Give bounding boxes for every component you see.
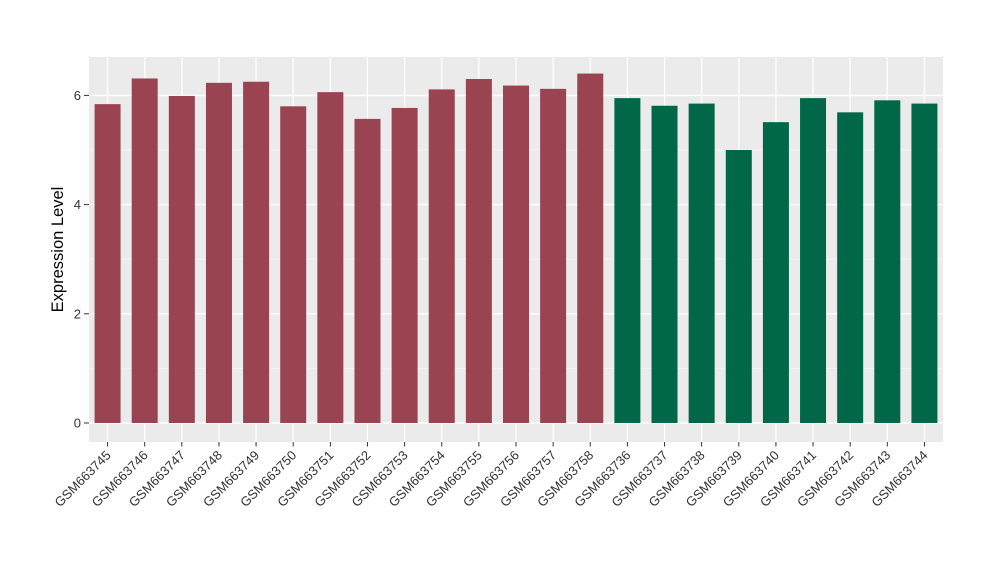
bar-GSM663746: [131, 78, 158, 423]
bar-GSM663740: [762, 122, 789, 424]
bar-GSM663737: [651, 105, 678, 424]
bar-GSM663756: [503, 85, 529, 424]
bar-GSM663749: [243, 81, 270, 423]
bar-GSM663758: [577, 73, 604, 423]
y-axis-title: Expression Level: [49, 187, 67, 313]
bar-GSM663738: [688, 103, 715, 423]
y-tick-label-4: 4: [74, 197, 81, 212]
bar-GSM663742: [837, 112, 864, 424]
bar-GSM663753: [391, 107, 418, 423]
bar-GSM663745: [94, 104, 121, 424]
y-tick-label-2: 2: [74, 306, 81, 321]
bar-GSM663752: [354, 118, 381, 424]
y-tick-label-0: 0: [74, 416, 81, 431]
bar-GSM663739: [725, 150, 752, 423]
bar-GSM663736: [614, 98, 641, 423]
bar-GSM663748: [205, 82, 232, 423]
bar-GSM663747: [168, 95, 195, 424]
bar-GSM663750: [280, 106, 307, 423]
bar-GSM663754: [428, 89, 455, 424]
bar-GSM663741: [800, 98, 827, 423]
bar-GSM663751: [317, 92, 344, 424]
bar-GSM663743: [874, 100, 901, 424]
bar-GSM663744: [911, 103, 938, 423]
bar-GSM663755: [465, 79, 492, 424]
bar-GSM663757: [540, 88, 567, 424]
y-tick-label-6: 6: [74, 88, 81, 103]
